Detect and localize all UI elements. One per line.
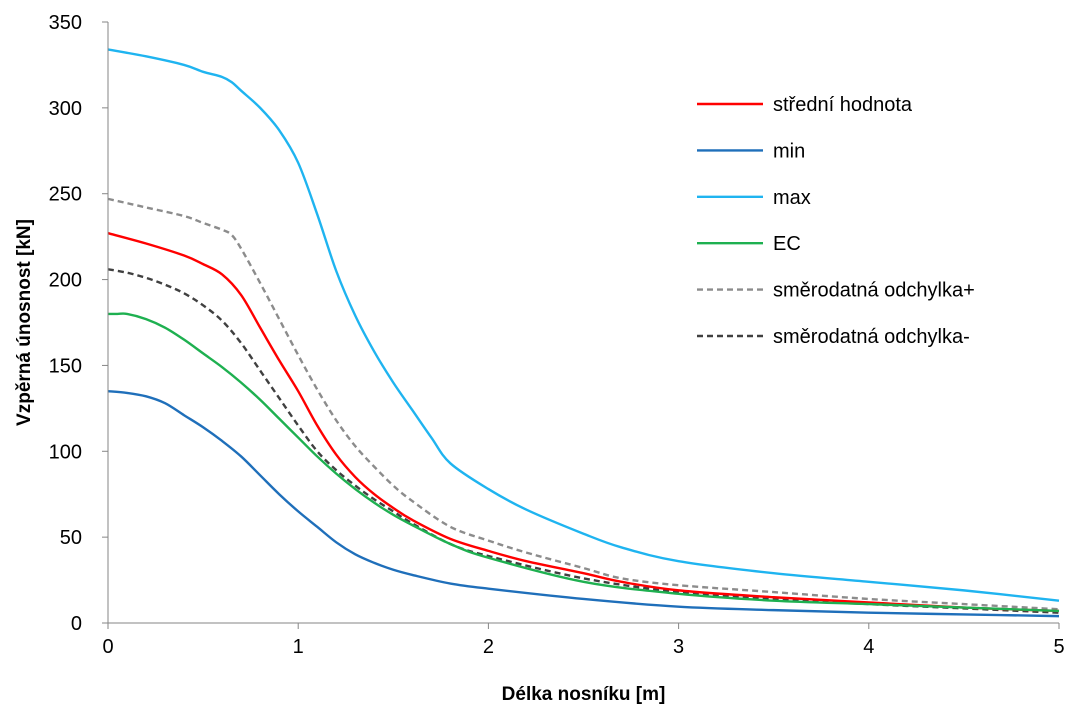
legend-label-1: min xyxy=(773,140,805,162)
legend-label-4: směrodatná odchylka+ xyxy=(773,280,975,302)
legend-label-2: max xyxy=(773,187,811,209)
x-tick-label: 1 xyxy=(293,636,304,658)
x-ticks: 0 1 2 3 4 5 xyxy=(102,623,1065,658)
x-tick-label: 0 xyxy=(102,636,113,658)
series-line-3 xyxy=(108,312,1060,613)
series-line-5 xyxy=(107,268,1060,614)
plot-lines xyxy=(107,48,1060,618)
series-line-2 xyxy=(107,48,1060,602)
legend-label-3: EC xyxy=(773,233,801,255)
x-tick-label: 5 xyxy=(1053,636,1064,658)
series-line-4 xyxy=(107,197,1060,611)
y-tick-label: 250 xyxy=(49,184,82,206)
series-line-1 xyxy=(107,389,1060,618)
legend-label-5: směrodatná odchylka- xyxy=(773,326,970,348)
x-tick-label: 4 xyxy=(863,636,874,658)
y-tick-label: 200 xyxy=(49,270,82,292)
x-tick-label: 3 xyxy=(673,636,684,658)
y-ticks: 0 50 100 150 200 250 300 350 xyxy=(49,12,108,635)
x-tick-label: 2 xyxy=(483,636,494,658)
legend-label-0: střední hodnota xyxy=(773,94,913,116)
y-tick-label: 100 xyxy=(49,441,82,463)
series-line-0 xyxy=(107,232,1060,613)
y-tick-label: 50 xyxy=(60,527,82,549)
y-tick-label: 0 xyxy=(71,613,82,635)
y-axis-title: Vzpěrná únosnost [kN] xyxy=(14,219,35,426)
y-tick-label: 150 xyxy=(49,355,82,377)
y-tick-label: 300 xyxy=(49,98,82,120)
x-axis-title: Délka nosníku [m] xyxy=(502,684,666,705)
y-tick-label: 350 xyxy=(49,12,82,34)
axes: 0 50 100 150 200 250 300 350 0 1 2 3 4 5 xyxy=(49,12,1065,658)
legend: střední hodnota min max EC směrodatná odchyl… xyxy=(697,94,975,348)
